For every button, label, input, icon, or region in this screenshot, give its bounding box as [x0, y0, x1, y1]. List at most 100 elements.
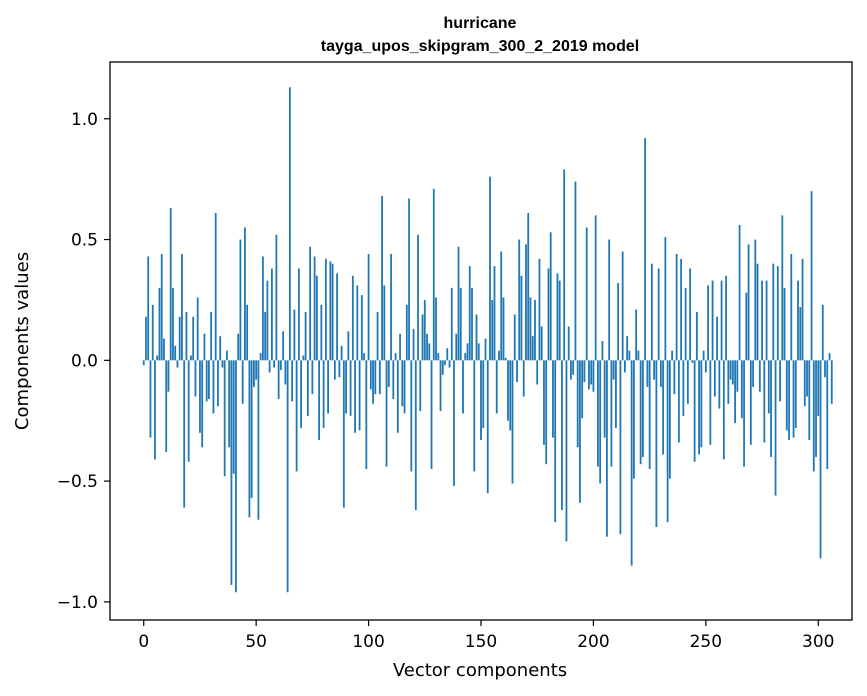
bar-260: [727, 360, 730, 404]
bar-113: [396, 360, 399, 433]
bar-112: [394, 353, 397, 361]
bar-256: [718, 360, 721, 409]
bar-128: [430, 360, 433, 470]
bar-146: [471, 287, 473, 361]
bar-105: [378, 360, 381, 395]
bar-301: [819, 360, 822, 559]
bar-156: [493, 266, 496, 361]
bar-160: [502, 297, 505, 361]
bar-49: [253, 360, 255, 387]
bar-282: [776, 266, 779, 361]
bar-91: [347, 331, 350, 361]
bar-269: [747, 244, 750, 361]
bar-248: [700, 360, 703, 448]
bar-118: [408, 198, 410, 361]
bar-271: [752, 360, 754, 387]
x-axis-ticks: 0 50 100 150 200 250 300: [138, 620, 834, 652]
bar-231: [662, 360, 665, 455]
bar-8: [160, 254, 163, 361]
bar-238: [677, 360, 680, 443]
bar-302: [821, 304, 824, 361]
bar-168: [520, 275, 523, 361]
bar-96: [358, 360, 361, 431]
bar-124: [421, 314, 424, 361]
bar-138: [453, 360, 455, 486]
bar-71: [302, 355, 305, 361]
bar-246: [695, 312, 698, 361]
bar-303: [824, 360, 826, 378]
bar-143: [464, 353, 467, 361]
bar-75: [311, 360, 314, 395]
x-tick-label: 200: [577, 632, 609, 652]
bar-69: [297, 268, 300, 361]
bar-293: [801, 258, 804, 361]
bar-129: [432, 188, 435, 361]
bar-59: [275, 234, 278, 361]
bar-201: [594, 215, 597, 361]
bar-72: [304, 312, 307, 361]
bar-99: [365, 360, 368, 470]
bar-210: [615, 360, 617, 428]
bar-259: [725, 275, 727, 361]
x-tick-label: 100: [352, 632, 384, 652]
bar-119: [410, 360, 413, 472]
bar-29: [208, 360, 210, 399]
bar-214: [624, 360, 626, 373]
bar-20: [187, 360, 190, 462]
bar-31: [212, 360, 215, 414]
bar-222: [641, 360, 644, 457]
bar-148: [475, 314, 478, 361]
bar-45: [244, 227, 246, 361]
bar-87: [338, 360, 341, 378]
bar-100: [367, 254, 370, 361]
x-tick-label: 50: [245, 632, 267, 652]
bar-187: [563, 169, 566, 361]
bar-127: [428, 343, 431, 361]
bar-270: [749, 360, 752, 445]
bar-253: [711, 280, 714, 361]
bar-172: [529, 297, 532, 361]
x-tick-label: 150: [465, 632, 497, 652]
bar-38: [228, 360, 231, 448]
bar-288: [790, 254, 793, 361]
bar-171: [527, 212, 530, 361]
bar-140: [457, 246, 460, 361]
bar-257: [720, 280, 723, 361]
bar-114: [399, 333, 401, 361]
bar-235: [671, 350, 674, 361]
bar-290: [794, 360, 797, 428]
bar-169: [522, 360, 525, 397]
bar-62: [282, 331, 285, 361]
bar-133: [441, 360, 444, 375]
bar-145: [468, 266, 471, 361]
bar-106: [381, 196, 383, 361]
bar-94: [354, 360, 356, 433]
bar-36: [223, 360, 226, 477]
bar-19: [185, 312, 188, 361]
bar-43: [239, 239, 242, 361]
bar-103: [374, 360, 377, 395]
bar-254: [713, 360, 716, 397]
bar-247: [698, 360, 700, 455]
bar-234: [668, 360, 671, 479]
bar-60: [277, 360, 280, 399]
bar-221: [639, 360, 642, 465]
bar-57: [270, 268, 273, 361]
bar-283: [779, 360, 781, 402]
bar-134: [444, 360, 446, 366]
bar-155: [491, 299, 494, 361]
bar-211: [617, 283, 620, 361]
bar-229: [657, 268, 660, 361]
bar-199: [590, 360, 593, 385]
bar-183: [554, 360, 557, 523]
bar-279: [770, 360, 772, 457]
bar-85: [333, 360, 336, 380]
bar-300: [817, 360, 820, 416]
bar-272: [754, 239, 757, 361]
bar-239: [680, 258, 683, 361]
bar-27: [203, 333, 206, 361]
bar-291: [797, 280, 799, 361]
bar-22: [192, 316, 195, 361]
bar-198: [588, 360, 590, 390]
bar-142: [462, 360, 464, 414]
